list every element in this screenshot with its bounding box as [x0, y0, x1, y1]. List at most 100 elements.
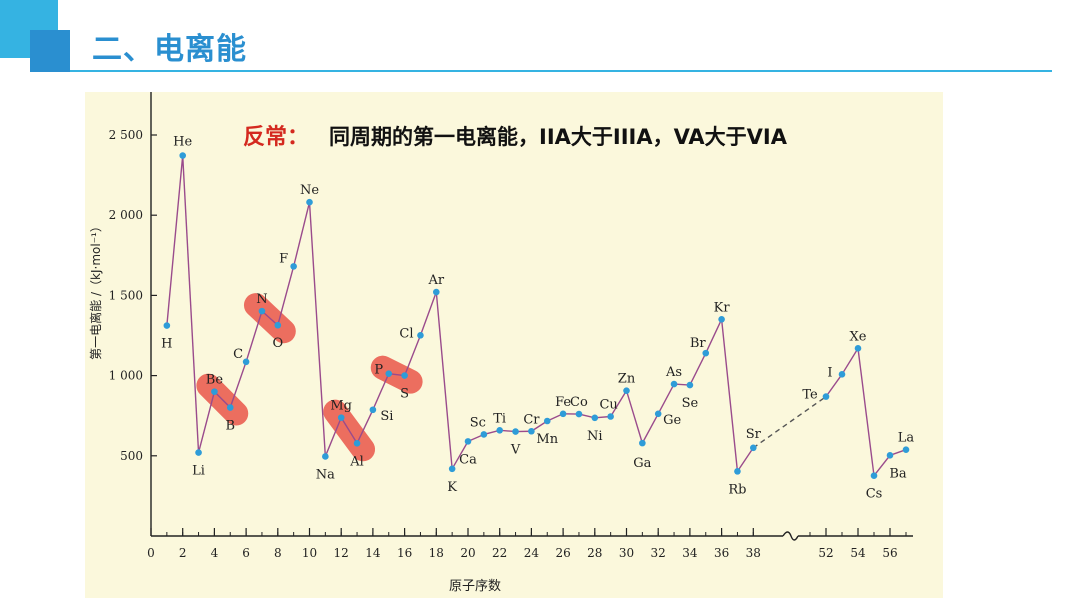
point-si [369, 406, 377, 414]
element-label-mn: Mn [536, 432, 558, 447]
element-label-ne: Ne [300, 183, 319, 198]
element-label-layer: H He Li Be B C N O F Ne Na Mg Al Si P S Cl Ar KCa Sc Ti V Cr Mn… [161, 135, 914, 502]
element-label-co: Co [570, 395, 588, 410]
element-label-si: Si [380, 409, 393, 424]
point-xe [854, 345, 862, 352]
element-label-ti: Ti [493, 411, 506, 426]
x-tick-label: 8 [274, 546, 282, 560]
point-s [401, 372, 408, 379]
element-label-kr: Kr [714, 300, 731, 315]
element-label-br: Br [690, 336, 707, 351]
series-line-segment [825, 373, 843, 398]
series-point-layer [163, 152, 910, 479]
point-ge [654, 410, 662, 418]
point-i [838, 371, 846, 378]
element-label-cu: Cu [599, 398, 617, 413]
series-line-segment [657, 383, 675, 415]
y-tick-label: 2 000 [109, 208, 143, 222]
point-p [385, 370, 393, 377]
series-line-segment [435, 291, 453, 469]
x-tick-label: 56 [882, 546, 897, 560]
x-tick-label: 26 [555, 546, 570, 560]
chart-background [85, 92, 943, 598]
element-label-c: C [233, 347, 243, 362]
element-label-te: Te [802, 388, 818, 403]
element-label-cl: Cl [399, 326, 413, 341]
x-tick-label: 34 [682, 546, 698, 560]
point-c [242, 358, 250, 366]
element-label-he: He [173, 135, 192, 150]
y-tick-label: 500 [120, 449, 143, 463]
point-sr [750, 444, 757, 452]
series-line-segment [857, 348, 875, 476]
y-tick-label: 1 000 [109, 369, 143, 383]
element-label-ga: Ga [633, 456, 651, 471]
point-he [179, 152, 186, 159]
point-la [902, 446, 910, 454]
series-line-segment [705, 319, 723, 354]
point-ni [591, 414, 599, 422]
series-line-segment [873, 454, 891, 477]
element-label-ca: Ca [459, 452, 477, 467]
series-line-segment [261, 310, 279, 326]
element-label-ba: Ba [889, 466, 907, 481]
element-label-be: Be [206, 373, 224, 388]
point-na [322, 453, 329, 460]
point-fe [559, 410, 567, 418]
point-o [274, 321, 282, 329]
series-line-segment [166, 155, 184, 326]
x-tick-label: 54 [850, 546, 866, 560]
element-label-p: P [374, 363, 383, 378]
annotation-prefix: 反常： [243, 124, 309, 150]
element-label-o: O [272, 336, 283, 351]
slide-title: 二、电离能 [92, 32, 247, 67]
element-label-h: H [161, 337, 172, 352]
x-tick-label: 10 [302, 546, 317, 560]
x-tick-label: 2 [179, 546, 187, 560]
element-label-s: S [400, 387, 409, 402]
series-line-segment [308, 202, 327, 457]
point-k [448, 465, 456, 473]
x-axis-title: 原子序数 [449, 579, 501, 594]
x-tick-label: 36 [714, 546, 729, 560]
series-line-segment [610, 390, 628, 417]
element-label-ge: Ge [663, 413, 681, 428]
element-label-f: F [279, 251, 288, 266]
series-line-segment [689, 352, 707, 386]
element-label-se: Se [682, 396, 699, 411]
series-line-segment [451, 441, 469, 470]
series-line-segment [292, 202, 311, 267]
point-ar [433, 288, 440, 296]
x-tick-label: 6 [242, 546, 250, 560]
x-tick-label: 52 [818, 546, 833, 560]
point-ti [496, 426, 504, 434]
element-label-la: La [898, 431, 915, 446]
x-tick-label: 24 [524, 546, 540, 560]
element-label-cs: Cs [866, 487, 883, 502]
chart-panel: 500 1 000 1 500 2 000 2 500 0 2 4 6 8 10 12 14 16 18 20… [85, 92, 943, 598]
point-kr [718, 315, 725, 323]
point-ne [306, 198, 313, 206]
y-tick-label: 1 500 [109, 288, 143, 302]
point-br [702, 349, 710, 357]
series-line-segment [229, 361, 247, 408]
point-b [226, 404, 234, 411]
series-line-segment [841, 347, 859, 375]
x-tick-label: 12 [334, 546, 349, 560]
x-tick-label: 20 [460, 546, 475, 560]
point-cl [417, 332, 424, 339]
element-label-li: Li [192, 464, 205, 479]
element-label-rb: Rb [728, 482, 746, 497]
x-tick-label: 14 [365, 546, 381, 560]
y-tick-label: 2 500 [109, 128, 143, 142]
x-tick-label: 22 [492, 546, 507, 560]
series-line-segment [736, 447, 754, 472]
series-line-segment [245, 310, 263, 363]
series-gap-dashed-line [752, 396, 827, 449]
point-f [290, 263, 297, 270]
point-co [575, 410, 583, 418]
element-label-ni: Ni [587, 429, 603, 444]
element-label-b: B [225, 419, 235, 434]
series-line-segment [324, 417, 342, 457]
